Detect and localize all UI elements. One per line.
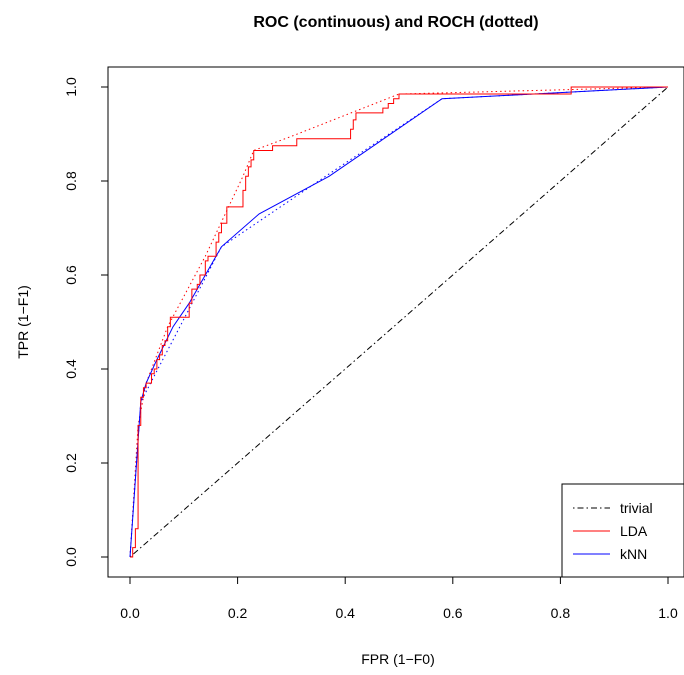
y-tick-label: 0.4: [63, 359, 79, 379]
legend: trivial LDA kNN: [561, 483, 684, 578]
legend-label-lda: LDA: [620, 523, 648, 539]
y-axis-label: TPR (1−F1): [15, 285, 31, 359]
axis-ticks: 0.0 0.2 0.4 0.6 0.8 1.0 0.0 0.2 0.4 0.6 0.8 1.0: [63, 77, 678, 621]
series-layer: [129, 86, 669, 558]
series-line-trivial: [129, 86, 669, 558]
x-tick-label: 1.0: [658, 605, 678, 621]
x-tick-label: 0.4: [335, 605, 355, 621]
y-tick-label: 0.8: [63, 171, 79, 191]
series-line-lda-roch: [129, 86, 669, 558]
x-tick-label: 0.0: [120, 605, 140, 621]
y-tick-label: 0.2: [63, 453, 79, 473]
x-tick-label: 0.2: [228, 605, 248, 621]
x-axis-label: FPR (1−F0): [361, 651, 435, 667]
x-tick-label: 0.8: [551, 605, 571, 621]
chart-title: ROC (continuous) and ROCH (dotted): [253, 14, 538, 31]
series-line-lda: [130, 86, 668, 558]
y-tick-label: 0.6: [63, 265, 79, 285]
legend-label-knn: kNN: [620, 546, 647, 562]
legend-label-trivial: trivial: [620, 500, 653, 516]
y-tick-label: 0.0: [63, 547, 79, 567]
x-tick-label: 0.6: [443, 605, 463, 621]
y-tick-label: 1.0: [63, 77, 79, 97]
